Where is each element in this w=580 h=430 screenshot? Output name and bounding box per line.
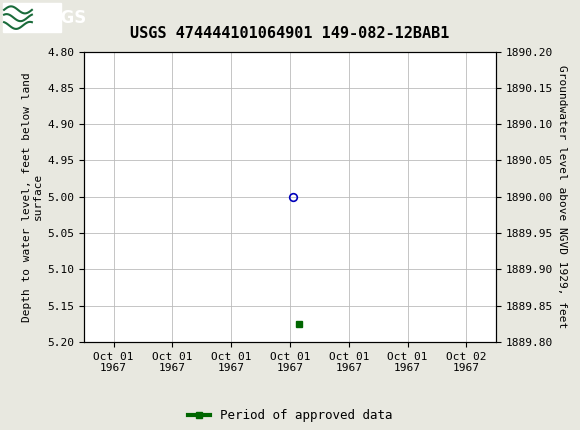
Text: USGS: USGS xyxy=(36,9,87,27)
Y-axis label: Depth to water level, feet below land
surface: Depth to water level, feet below land su… xyxy=(21,72,44,322)
Legend: Period of approved data: Period of approved data xyxy=(183,404,397,427)
Text: USGS 474444101064901 149-082-12BAB1: USGS 474444101064901 149-082-12BAB1 xyxy=(130,26,450,41)
Bar xyxy=(3,3,61,32)
Y-axis label: Groundwater level above NGVD 1929, feet: Groundwater level above NGVD 1929, feet xyxy=(557,65,567,329)
